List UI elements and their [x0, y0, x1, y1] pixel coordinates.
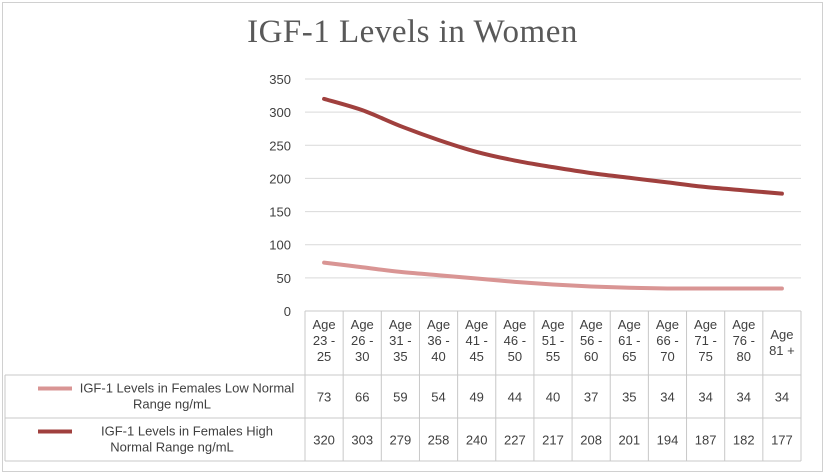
- category-label: Age 23 -25: [313, 317, 336, 364]
- table-value: 44: [508, 390, 522, 405]
- category-label: Age 56 -60: [580, 317, 603, 364]
- category-label-line: Age: [313, 317, 336, 332]
- y-axis: 0 50 100 150 200 250 300 350: [269, 72, 291, 319]
- table-value: 303: [351, 433, 373, 448]
- table-value: 35: [622, 390, 636, 405]
- series-line: [322, 96, 784, 196]
- category-label: Age 51 -55: [541, 317, 564, 364]
- table-value: 34: [775, 390, 789, 405]
- category-label-line: Age: [618, 317, 641, 332]
- category-label-line: 76 -: [733, 333, 755, 348]
- table-value: 320: [313, 433, 335, 448]
- category-label: Age 76 -80: [732, 317, 755, 364]
- category-label-line: 66 -: [656, 333, 678, 348]
- category-label-line: Age: [465, 317, 488, 332]
- table-value: 227: [504, 433, 526, 448]
- category-label-line: 70: [660, 349, 674, 364]
- table-value: 34: [660, 390, 674, 405]
- legend-label: IGF-1 Levels in Females High Normal Range…: [101, 424, 273, 455]
- category-label: Age 81 +: [769, 327, 795, 358]
- table-value: 279: [390, 433, 412, 448]
- table-value: 187: [695, 433, 717, 448]
- table-value: 177: [771, 433, 793, 448]
- category-label: Age 66 -70: [656, 317, 679, 364]
- table-value: 208: [580, 433, 602, 448]
- table-value: 34: [737, 390, 751, 405]
- category-label-line: Age: [351, 317, 374, 332]
- category-label-line: 25: [317, 349, 331, 364]
- category-label-line: 50: [508, 349, 522, 364]
- category-label-line: Age: [580, 317, 603, 332]
- category-label: Age 36 -40: [427, 317, 450, 364]
- y-tick-label: 200: [269, 171, 291, 186]
- category-label-line: 56 -: [580, 333, 602, 348]
- y-tick-label: 100: [269, 238, 291, 253]
- category-label-line: Age: [694, 317, 717, 332]
- category-label-line: Age: [427, 317, 450, 332]
- y-tick-label: 250: [269, 138, 291, 153]
- category-label-line: 55: [546, 349, 560, 364]
- table-value: 59: [393, 390, 407, 405]
- category-label-line: 61 -: [618, 333, 640, 348]
- category-label-line: 51 -: [542, 333, 564, 348]
- category-label-line: 36 -: [427, 333, 449, 348]
- category-label-line: 40: [431, 349, 445, 364]
- category-label-line: 60: [584, 349, 598, 364]
- category-label: Age 26 -30: [351, 317, 374, 364]
- category-label-line: Age: [770, 327, 793, 342]
- category-label-line: 71 -: [694, 333, 716, 348]
- table-value: 37: [584, 390, 598, 405]
- table-value: 73: [317, 390, 331, 405]
- table-value: 54: [431, 390, 445, 405]
- table-value: 258: [428, 433, 450, 448]
- category-label-line: 45: [469, 349, 483, 364]
- category-label: Age 61 -65: [618, 317, 641, 364]
- table-value: 194: [657, 433, 679, 448]
- category-label-line: 65: [622, 349, 636, 364]
- table-value: 217: [542, 433, 564, 448]
- category-label-line: 75: [698, 349, 712, 364]
- category-label-line: 80: [737, 349, 751, 364]
- category-label-line: Age: [656, 317, 679, 332]
- table-value: 66: [355, 390, 369, 405]
- series-lines: [322, 96, 784, 291]
- table-value: 240: [466, 433, 488, 448]
- table-value: 182: [733, 433, 755, 448]
- category-label-line: Age: [389, 317, 412, 332]
- category-label-line: 30: [355, 349, 369, 364]
- y-tick-label: 350: [269, 72, 291, 87]
- category-label-line: 41 -: [465, 333, 487, 348]
- y-tick-label: 150: [269, 205, 291, 220]
- category-label-line: 81 +: [769, 343, 795, 358]
- legend-label-line: Normal Range ng/mL: [110, 440, 234, 455]
- chart-title: IGF-1 Levels in Women: [247, 14, 578, 50]
- category-label: Age 31 -35: [389, 317, 412, 364]
- category-label: Age 71 -75: [694, 317, 717, 364]
- category-label-line: 31 -: [389, 333, 411, 348]
- category-label-line: 23 -: [313, 333, 335, 348]
- legend-label-line: Range ng/mL: [133, 397, 211, 412]
- category-label: Age 41 -45: [465, 317, 488, 364]
- legend-label-line: IGF-1 Levels in Females High: [101, 424, 273, 439]
- legend-label-line: IGF-1 Levels in Females Low Normal: [80, 381, 295, 396]
- series-line: [322, 260, 784, 291]
- category-label-line: Age: [503, 317, 526, 332]
- category-label-line: 26 -: [351, 333, 373, 348]
- y-tick-label: 300: [269, 105, 291, 120]
- category-label-line: Age: [732, 317, 755, 332]
- table-value: 201: [618, 433, 640, 448]
- y-tick-label: 0: [284, 304, 291, 319]
- category-label-line: Age: [541, 317, 564, 332]
- category-label: Age 46 -50: [503, 317, 526, 364]
- category-label-line: 46 -: [504, 333, 526, 348]
- table-value: 40: [546, 390, 560, 405]
- y-tick-label: 50: [277, 271, 291, 286]
- table-value: 34: [698, 390, 712, 405]
- table-value: 49: [469, 390, 483, 405]
- category-label-line: 35: [393, 349, 407, 364]
- gridlines: [305, 78, 801, 279]
- legend-label: IGF-1 Levels in Females Low Normal Range …: [80, 381, 295, 412]
